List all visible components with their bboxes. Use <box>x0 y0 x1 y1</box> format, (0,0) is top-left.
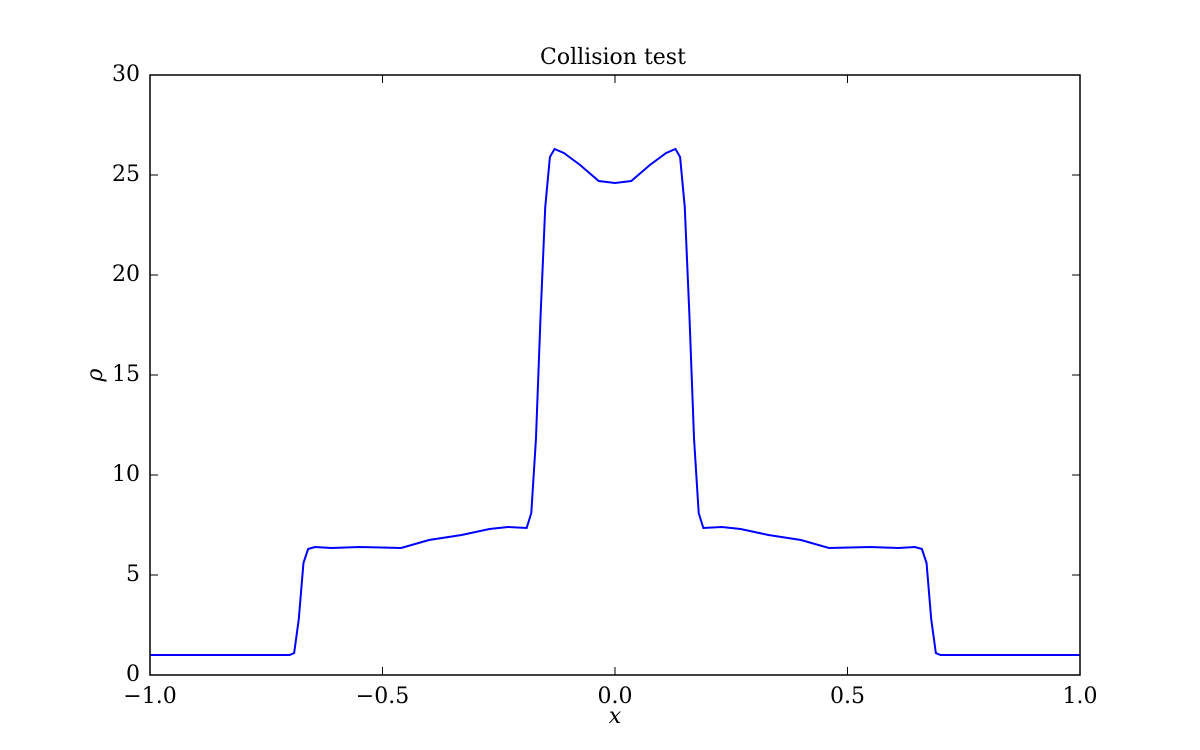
x-tick-label: −0.5 <box>356 684 409 709</box>
y-tick-label: 30 <box>112 62 140 87</box>
plot-frame <box>149 74 1081 676</box>
y-tick-label: 20 <box>112 262 140 287</box>
y-tick-label: 5 <box>126 562 140 587</box>
y-axis-label: ρ <box>83 368 108 382</box>
data-line <box>150 147 1080 656</box>
x-tick-label: 0.5 <box>830 684 865 709</box>
y-tick-label: 25 <box>112 162 140 187</box>
x-tick-label: 1.0 <box>1063 684 1098 709</box>
y-tick-label: 10 <box>112 462 140 487</box>
y-tick-label: 0 <box>126 662 140 687</box>
x-tick-label: 0.0 <box>598 684 633 709</box>
y-tick-label: 15 <box>112 362 140 387</box>
chart-title: Collision test <box>540 45 686 70</box>
x-tick-label: −1.0 <box>123 684 176 709</box>
x-axis-label: x <box>609 704 622 729</box>
